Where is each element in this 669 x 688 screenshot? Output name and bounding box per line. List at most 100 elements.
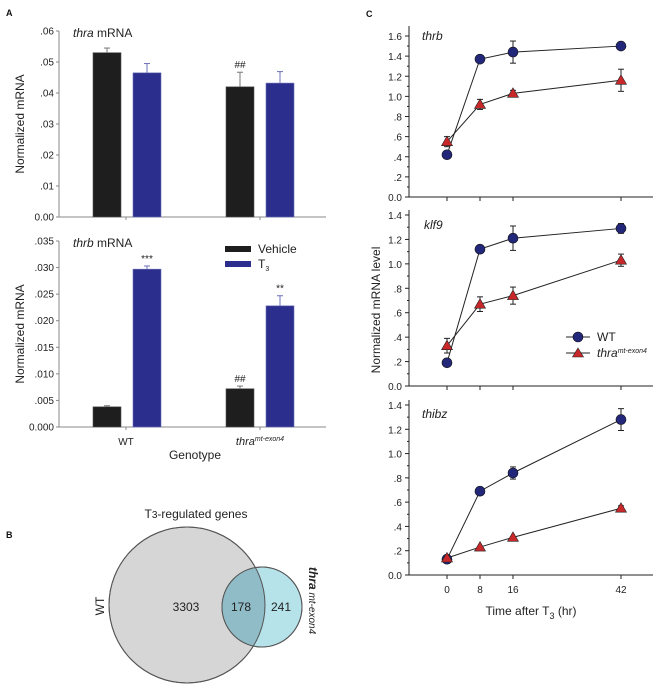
data-point-wt — [474, 53, 486, 65]
bar-vehicle-0 — [92, 52, 122, 218]
y-tick-label: .4 — [394, 153, 403, 164]
venn-title: T3-regulated genes — [145, 507, 248, 521]
y-tick-label: .020 — [35, 316, 55, 327]
series-line-mutant — [446, 259, 622, 347]
bar-vehicle-1 — [225, 86, 255, 218]
y-tick-label: 1.6 — [388, 32, 402, 43]
y-tick-label: .01 — [40, 182, 54, 193]
xtick-wt: WT — [118, 437, 134, 448]
series-line-mutant — [446, 507, 622, 559]
x-tick-label: 0 — [444, 585, 450, 596]
chart-a-top-ylabel: Normalized mRNA — [13, 74, 27, 173]
chart-c-thrb-title: thrb — [422, 29, 443, 43]
x-tick-label: 42 — [615, 585, 627, 596]
y-tick-label: 1.2 — [388, 235, 402, 246]
chart-c-ylabel: Normalized mRNA level — [369, 247, 383, 374]
venn-label-wt: WT — [93, 596, 107, 615]
legend-label-wt: WT — [597, 330, 616, 344]
data-point-mutant — [440, 135, 454, 146]
venn-count-mutant-only: 241 — [271, 600, 291, 614]
series-line-wt — [446, 45, 622, 155]
data-point-wt — [441, 149, 453, 161]
y-tick-label: 1.0 — [388, 92, 402, 103]
y-tick-label: .015 — [35, 343, 55, 354]
y-tick-label: 1.4 — [388, 211, 402, 222]
data-point-wt — [615, 414, 627, 425]
x-tick-label: 16 — [507, 585, 519, 596]
y-tick-label: 1.2 — [388, 72, 402, 83]
y-tick-label: .06 — [40, 27, 54, 38]
data-point-mutant — [440, 339, 454, 350]
legend-label-mutant: thramt-exon4 — [597, 346, 647, 360]
y-tick-label: .05 — [40, 58, 54, 69]
venn-count-overlap: 178 — [231, 600, 251, 614]
y-tick-label: 1.4 — [388, 52, 402, 63]
y-tick-label: .4 — [394, 333, 403, 344]
y-tick-label: 0.0 — [388, 193, 402, 204]
panel-label-c: C — [366, 9, 373, 19]
data-point-mutant — [614, 502, 628, 513]
y-tick-label: 1.2 — [388, 425, 402, 436]
legend-a: Vehicle T3 — [225, 242, 297, 273]
y-tick-label: 0.0 — [388, 382, 402, 393]
significance-marker: ** — [276, 284, 284, 295]
bar-t3-0 — [132, 72, 162, 218]
significance-marker: ## — [234, 60, 246, 71]
data-point-wt — [507, 232, 519, 244]
data-point-mutant — [506, 87, 520, 98]
y-tick-label: .025 — [35, 290, 55, 301]
legend-marker-mutant — [571, 347, 585, 358]
data-point-mutant — [506, 531, 520, 542]
series-line-wt — [446, 227, 622, 363]
bar-vehicle-1 — [225, 388, 255, 428]
venn-count-wt-only: 3303 — [173, 600, 200, 614]
chart-a-bottom-title: thrb mRNA — [73, 236, 132, 250]
significance-marker: *** — [141, 254, 153, 265]
data-point-mutant — [440, 551, 454, 563]
xtick-mutant: thramt-exon4 — [236, 436, 284, 448]
y-tick-label: .02 — [40, 151, 54, 162]
data-point-wt — [615, 223, 627, 234]
data-point-wt — [507, 46, 519, 58]
y-tick-label: .005 — [35, 396, 55, 407]
y-tick-label: 1.0 — [388, 450, 402, 461]
series-line-wt — [446, 419, 622, 560]
y-tick-label: .030 — [35, 263, 55, 274]
y-tick-label: .6 — [394, 309, 403, 320]
chart-a-xlabel: Genotype — [169, 448, 221, 462]
series-line-mutant — [446, 79, 622, 142]
y-tick-label: 1.4 — [388, 401, 402, 412]
y-tick-label: .2 — [394, 173, 403, 184]
chart-c-thibz-title: thibz — [422, 407, 447, 421]
bar-vehicle-0 — [92, 406, 122, 428]
data-point-wt — [615, 40, 627, 52]
legend-marker-wt — [572, 331, 584, 343]
data-point-mutant — [473, 98, 487, 109]
venn-overlap — [222, 567, 265, 647]
data-point-wt — [507, 467, 519, 479]
chart-a-bottom-ylabel: Normalized mRNA — [13, 284, 27, 383]
y-tick-label: .4 — [394, 522, 403, 533]
y-tick-label: .03 — [40, 120, 54, 131]
bar-t3-1 — [265, 82, 295, 218]
venn-label-mutant: thra mt-exon4 — [306, 567, 320, 635]
data-point-mutant — [473, 540, 487, 552]
venn-diagram: T3-regulated genes 3303 178 241 WT thra … — [93, 507, 320, 684]
y-tick-label: .04 — [40, 89, 54, 100]
data-point-mutant — [473, 298, 487, 309]
bar-t3-1 — [265, 305, 295, 428]
y-tick-label: .035 — [35, 237, 55, 248]
bar-t3-0 — [132, 268, 162, 428]
data-point-mutant — [614, 254, 628, 265]
y-tick-label: .010 — [35, 369, 55, 380]
data-point-wt — [474, 485, 486, 497]
data-point-wt — [441, 357, 453, 369]
chart-c-klf9-title: klf9 — [424, 218, 443, 232]
chart-c-xlabel: Time after T3 (hr) — [485, 604, 576, 621]
y-tick-label: .8 — [394, 474, 403, 485]
panel-label-b: B — [6, 530, 13, 540]
data-point-wt — [474, 243, 486, 255]
y-tick-label: .2 — [394, 547, 403, 558]
legend-label-vehicle: Vehicle — [258, 242, 297, 256]
data-point-mutant — [506, 289, 520, 300]
